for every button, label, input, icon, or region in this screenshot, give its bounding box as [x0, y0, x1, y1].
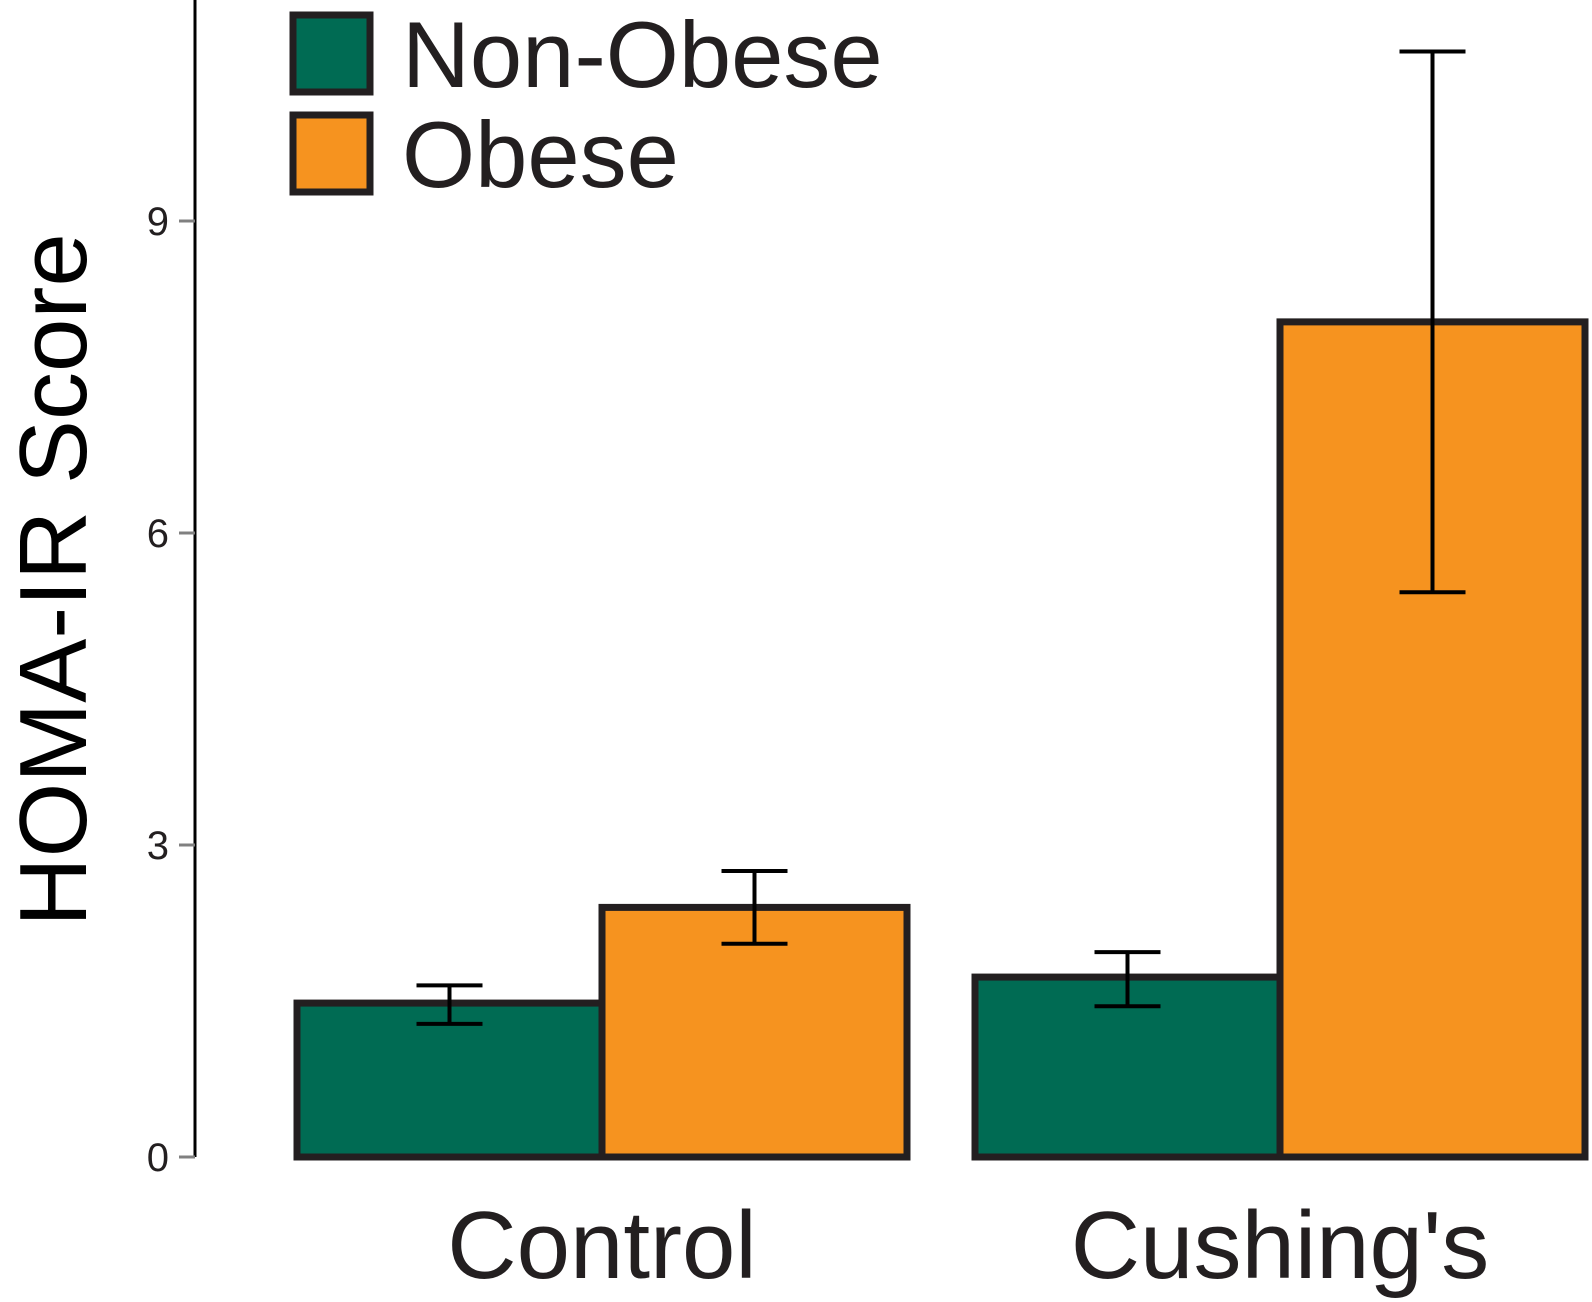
- legend-label: Obese: [402, 102, 679, 207]
- error-bar: [721, 869, 788, 946]
- error-bar: [1094, 950, 1161, 1009]
- error-bars: [416, 49, 1466, 1026]
- error-bar: [416, 983, 483, 1026]
- bars: [293, 318, 1589, 1161]
- y-tick-label: 3: [147, 824, 169, 868]
- error-bar: [1399, 49, 1466, 595]
- legend-swatch: [289, 111, 374, 196]
- legend-swatch: [289, 11, 374, 96]
- x-axis-category-labels: Control Cushing's: [447, 1192, 1489, 1299]
- bar-obese-control: [598, 903, 911, 1161]
- y-tick-label: 0: [147, 1136, 169, 1180]
- x-category-label: Cushing's: [1071, 1192, 1490, 1299]
- y-tick-label: 9: [147, 200, 169, 244]
- legend-label: Non-Obese: [402, 2, 883, 107]
- y-tick-label: 6: [147, 512, 169, 556]
- x-category-label: Control: [447, 1192, 756, 1299]
- y-axis-label: HOMA-IR Score: [0, 233, 107, 926]
- y-axis-ticks: 0 3 6 9: [147, 200, 195, 1180]
- axes: 0 3 6 9: [147, 0, 197, 1180]
- bar-non-obese-control: [293, 999, 606, 1161]
